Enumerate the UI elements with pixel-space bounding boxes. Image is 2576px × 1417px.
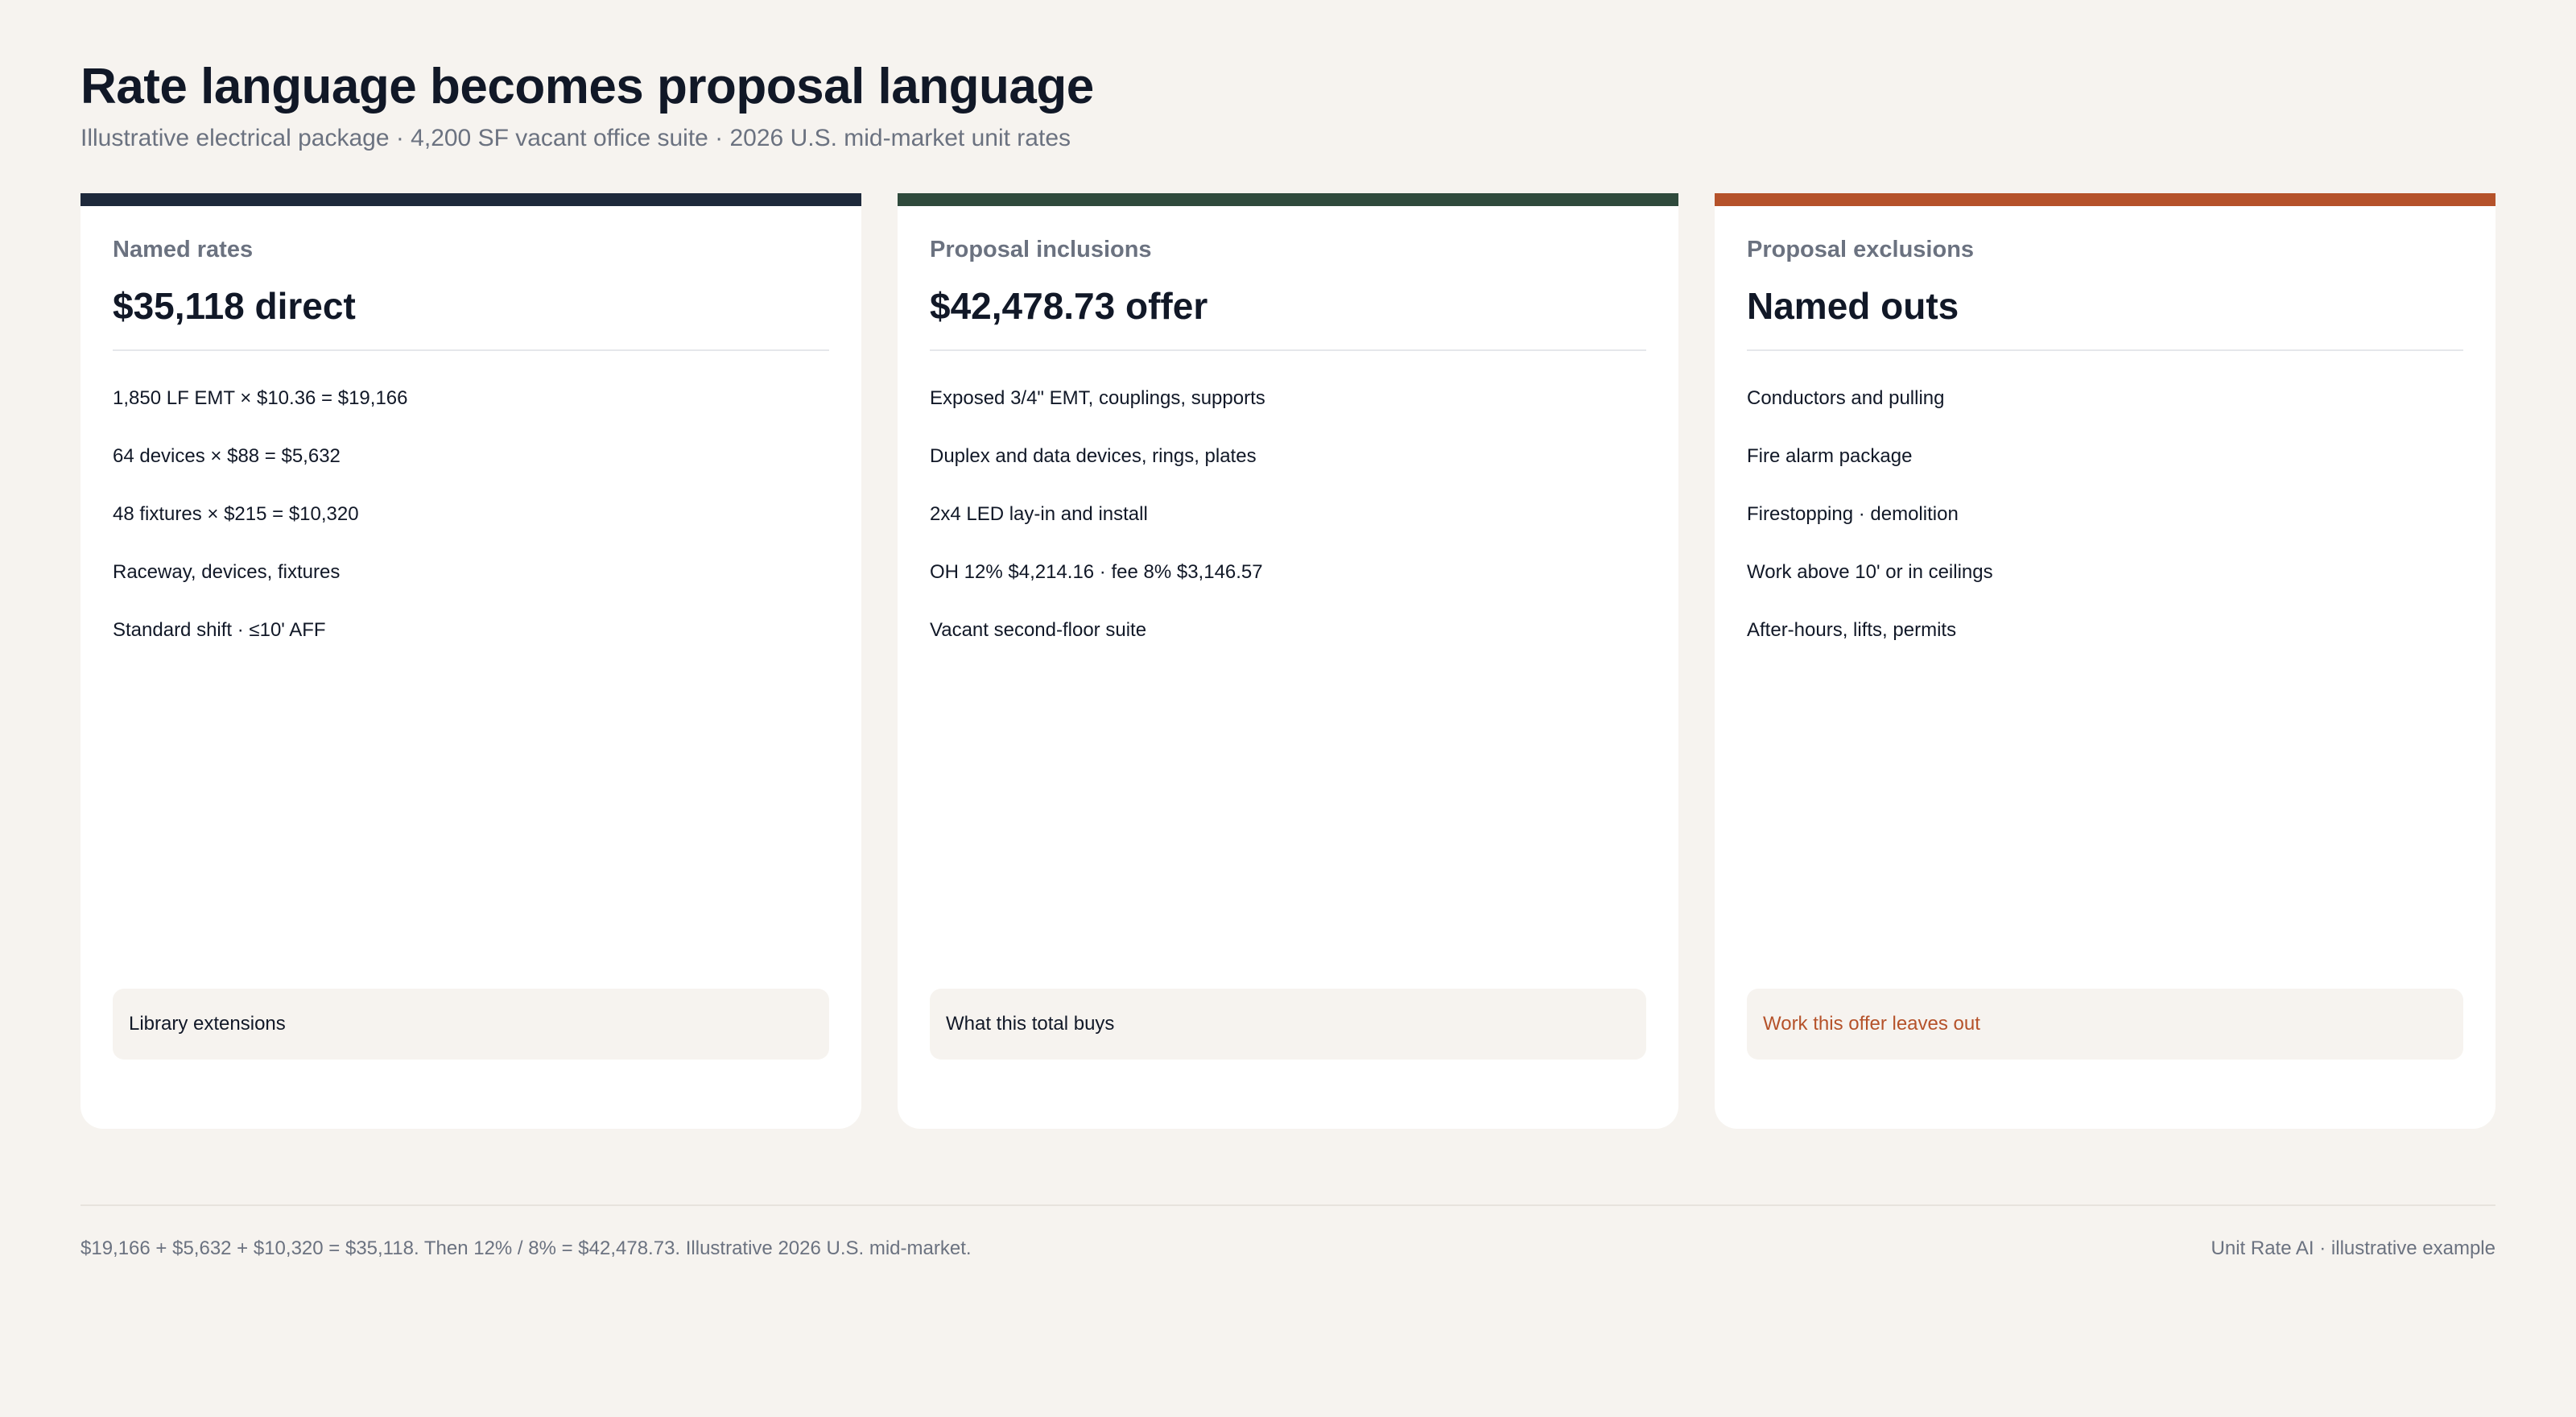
list-item: Work above 10' or in ceilings <box>1747 561 1993 583</box>
card-kicker: Named rates <box>113 237 254 262</box>
list-item: Exposed 3/4" EMT, couplings, supports <box>930 387 1265 409</box>
page: Rate language becomes proposal language … <box>80 0 2496 1417</box>
footer-attribution: Unit Rate AI · illustrative example <box>2211 1237 2496 1259</box>
card-note: Library extensions <box>113 989 829 1060</box>
card-divider <box>930 349 1646 351</box>
list-item: Firestopping · demolition <box>1747 503 1959 525</box>
card-item-list: 1,850 LF EMT × $10.36 = $19,166 64 devic… <box>113 386 829 676</box>
list-item: Duplex and data devices, rings, plates <box>930 445 1257 467</box>
card-accent-bar <box>1715 193 2496 206</box>
card-note: What this total buys <box>930 989 1646 1060</box>
list-item: 48 fixtures × $215 = $10,320 <box>113 503 359 525</box>
card-named-rates: Named rates $35,118 direct 1,850 LF EMT … <box>80 193 861 1129</box>
card-kicker: Proposal inclusions <box>930 237 1152 262</box>
footer-calculation-note: $19,166 + $5,632 + $10,320 = $35,118. Th… <box>80 1237 972 1259</box>
card-proposal-exclusions: Proposal exclusions Named outs Conductor… <box>1715 193 2496 1129</box>
card-headline: $35,118 direct <box>113 285 356 327</box>
card-item-list: Exposed 3/4" EMT, couplings, supports Du… <box>930 386 1646 676</box>
page-subtitle: Illustrative electrical package · 4,200 … <box>80 125 1071 151</box>
list-item: After-hours, lifts, permits <box>1747 619 1957 641</box>
list-item: Standard shift · ≤10' AFF <box>113 619 326 641</box>
card-row: Named rates $35,118 direct 1,850 LF EMT … <box>80 193 2496 1129</box>
card-accent-bar <box>898 193 1678 206</box>
card-divider <box>113 349 829 351</box>
list-item: OH 12% $4,214.16 · fee 8% $3,146.57 <box>930 561 1263 583</box>
card-kicker: Proposal exclusions <box>1747 237 1975 262</box>
list-item: Fire alarm package <box>1747 445 1913 467</box>
card-accent-bar <box>80 193 861 206</box>
card-divider <box>1747 349 2463 351</box>
card-headline: $42,478.73 offer <box>930 285 1208 327</box>
card-headline: Named outs <box>1747 285 1959 327</box>
footer-divider <box>80 1204 2496 1206</box>
page-title: Rate language becomes proposal language <box>80 59 1094 114</box>
list-item: 1,850 LF EMT × $10.36 = $19,166 <box>113 387 408 409</box>
list-item: Conductors and pulling <box>1747 387 1945 409</box>
list-item: 64 devices × $88 = $5,632 <box>113 445 341 467</box>
list-item: Vacant second-floor suite <box>930 619 1147 641</box>
list-item: Raceway, devices, fixtures <box>113 561 341 583</box>
card-proposal-inclusions: Proposal inclusions $42,478.73 offer Exp… <box>898 193 1678 1129</box>
card-item-list: Conductors and pulling Fire alarm packag… <box>1747 386 2463 676</box>
card-note: Work this offer leaves out <box>1747 989 2463 1060</box>
list-item: 2x4 LED lay-in and install <box>930 503 1148 525</box>
